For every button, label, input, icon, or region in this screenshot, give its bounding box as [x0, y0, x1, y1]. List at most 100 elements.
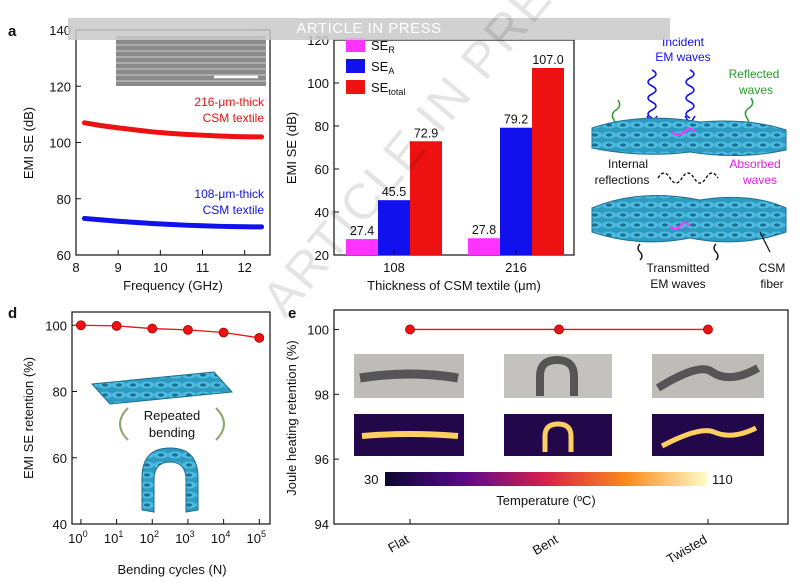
panel-c: Incident EM waves Reflected waves Intern…	[591, 35, 787, 291]
bar	[532, 67, 564, 255]
colorbar-min: 30	[364, 472, 378, 487]
article-in-press-banner: ARTICLE IN PRESS	[68, 18, 670, 40]
panel-d-ylabel: EMI SE retention (%)	[21, 357, 36, 479]
label-fiber-2: fiber	[760, 277, 783, 291]
legend-label-se-total: SEtotal	[371, 80, 405, 97]
data-point	[254, 332, 265, 343]
bend-arrow-left	[119, 407, 129, 441]
data-point	[554, 324, 564, 335]
category-label: 216	[505, 260, 527, 275]
transmitted-wave-1	[637, 243, 643, 261]
label-internal-2: reflections	[595, 173, 650, 187]
panel-letter-e: e	[288, 305, 296, 322]
y-tick-label: 94	[315, 517, 329, 532]
series-line	[81, 215, 265, 230]
panel-d-x-ticks: 100 101 102 103 104 105	[68, 519, 266, 546]
panel-b-ylabel: EMI SE (dB)	[284, 112, 299, 184]
x-tick-label: 101	[104, 529, 123, 546]
textile-layer-bottom	[591, 195, 787, 243]
label-incident-2: EM waves	[655, 50, 710, 64]
thermal-bent-hotline	[542, 421, 574, 452]
label-reflected-2: waves	[738, 83, 773, 97]
textile-layer-top	[591, 117, 787, 157]
panel-e-series	[405, 324, 713, 335]
sem-micrograph-inset	[116, 36, 266, 86]
incident-wave-2	[685, 69, 695, 119]
y-tick-label: 40	[315, 205, 329, 220]
x-tick-label: 103	[175, 529, 194, 546]
y-tick-label: 80	[315, 119, 329, 134]
temperature-colorbar	[385, 472, 707, 486]
label-repeated-1: Repeated	[144, 408, 200, 423]
bend-arrow-right	[215, 407, 225, 441]
legend-swatch-se-r	[346, 38, 365, 52]
category-label: 108	[383, 260, 405, 275]
panel-b-categories: 108 216	[383, 250, 527, 275]
y-tick-label: 100	[45, 318, 67, 333]
x-tick-label: 104	[211, 529, 230, 546]
panel-d-xlabel: Bending cycles (N)	[117, 562, 226, 577]
panel-e: e 94 96 98 100 Flat Bent Twisted Joule heatin…	[284, 305, 789, 567]
series-line	[81, 120, 265, 140]
thermal-twisted-hotline	[660, 425, 758, 449]
fiber-pointer	[759, 231, 771, 253]
banner-text: ARTICLE IN PRESS	[296, 20, 442, 37]
label-fiber-1: CSM	[759, 261, 786, 275]
panel-d: d 40 60 80 100 100 101 102 103 104 105 Bending c…	[8, 305, 271, 577]
y-tick-label: 96	[315, 452, 329, 467]
panel-d-series	[76, 320, 265, 343]
label-absorbed-1: Absorbed	[729, 157, 780, 171]
label-internal-1: Internal	[608, 157, 648, 171]
legend-label-se-a: SEA	[371, 59, 394, 76]
data-point	[147, 323, 158, 334]
panel-a-ylabel: EMI SE (dB)	[21, 107, 36, 179]
legend-label-se-r: SER	[371, 38, 395, 55]
label-reflected-1: Reflected	[729, 67, 780, 81]
thermal-flat-hotline	[361, 431, 459, 439]
series-line	[80, 324, 260, 339]
bar	[468, 238, 500, 255]
data-point	[218, 327, 229, 338]
x-tick-label: 100	[68, 529, 87, 546]
bent-textile-illustration	[141, 447, 199, 513]
y-tick-label: 100	[307, 76, 329, 91]
incident-wave-1	[647, 69, 657, 119]
label-108-line1: 108-μm-thick	[194, 187, 265, 201]
panel-letter-d: d	[8, 305, 17, 322]
y-tick-label: 20	[315, 248, 329, 263]
x-tick-label: 11	[196, 260, 210, 275]
label-transmitted-1: Transmitted	[647, 261, 710, 275]
bar-value-label: 27.4	[350, 224, 374, 238]
data-point	[405, 324, 415, 335]
bar-value-label: 107.0	[532, 53, 563, 67]
label-108-line2: CSM textile	[203, 203, 265, 217]
photo-twisted-sample	[655, 364, 760, 392]
panel-e-categories: Flat Bent Twisted	[385, 519, 710, 567]
y-tick-label: 98	[315, 387, 329, 402]
bar-value-label: 27.8	[472, 223, 496, 237]
panel-b-axes-frame	[333, 39, 575, 256]
x-tick-label: 12	[237, 260, 251, 275]
label-absorbed-2: waves	[742, 173, 777, 187]
bar-value-label: 45.5	[382, 185, 406, 199]
label-216-line1: 216-μm-thick	[194, 95, 265, 109]
flat-textile-illustration	[90, 371, 234, 405]
bar	[410, 141, 442, 255]
panel-a: a 60 80 100 120 140 8 9 10 11 12 Frequency (GHz)…	[8, 23, 271, 293]
y-tick-label: 40	[53, 517, 67, 532]
label-repeated-2: bending	[149, 425, 195, 440]
label-transmitted-2: EM waves	[650, 277, 705, 291]
bar	[378, 200, 410, 255]
y-tick-label: 120	[49, 79, 71, 94]
internal-reflection-wave	[657, 172, 719, 184]
bar-value-label: 72.9	[414, 126, 438, 140]
bar	[346, 239, 378, 255]
panel-b-bars: 27.4 45.5 72.9 27.8 79.2 107.0	[346, 53, 564, 255]
photo-flat-sample	[359, 369, 459, 383]
panel-e-y-ticks: 94 96 98 100	[307, 322, 339, 532]
panel-a-series	[81, 120, 265, 230]
x-tick-label: 10	[153, 260, 167, 275]
y-tick-label: 60	[315, 162, 329, 177]
x-tick-label: 105	[247, 529, 266, 546]
x-tick-label: 102	[140, 529, 159, 546]
